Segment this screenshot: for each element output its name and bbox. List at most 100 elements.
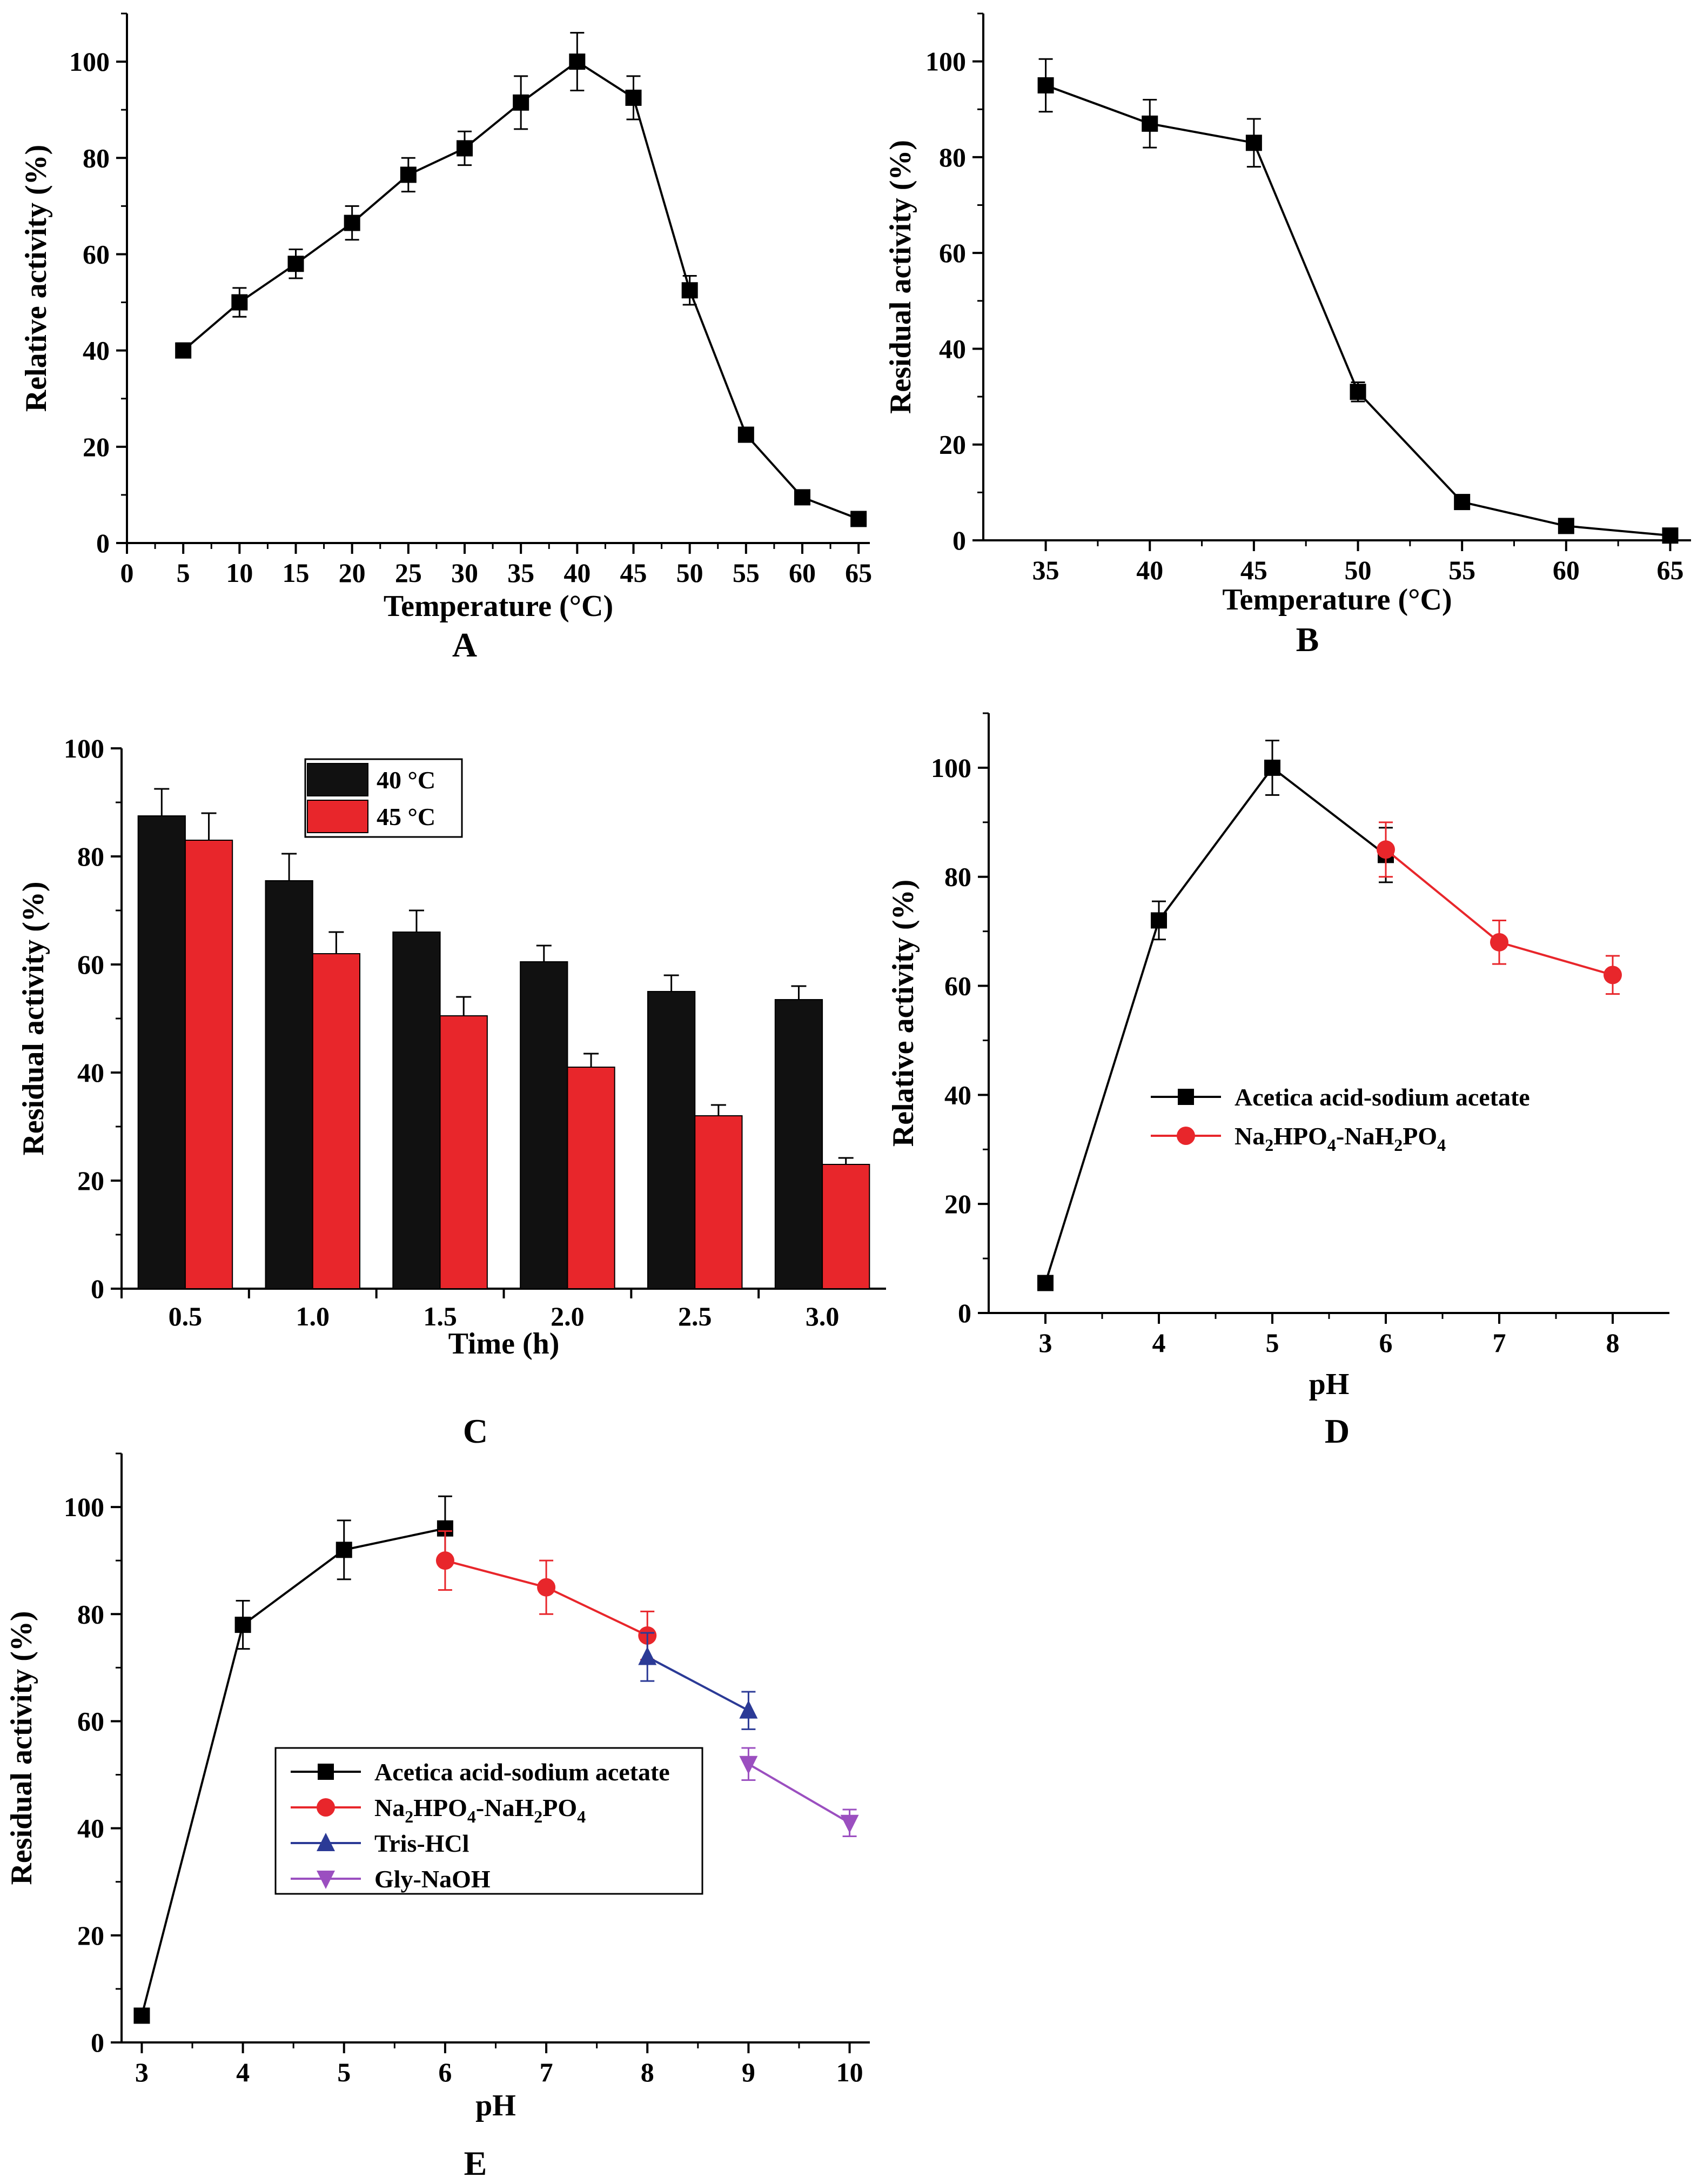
y-tick-label: 60 <box>939 238 966 268</box>
axes-D: 0 20 40 60 80 100 3 4 5 6 7 8 pH Relative activity (%… <box>887 712 1669 1401</box>
x-tick-label: 2.5 <box>678 1301 712 1331</box>
y-tick-label: 100 <box>64 1492 104 1522</box>
bar <box>694 1115 743 1289</box>
x-tick-label: 15 <box>283 558 310 588</box>
legend-marker <box>1178 1089 1194 1105</box>
x-tick-label: 55 <box>733 558 760 588</box>
panel-E: E 0 20 40 60 80 100 3 4 5 6 7 8 9 10 pH Residual activi… <box>5 1452 870 2182</box>
bar <box>392 932 441 1289</box>
y-axis-title: Relative activity (%) <box>19 145 53 412</box>
data-point <box>336 1542 352 1558</box>
legend-label: Tris-HCl <box>374 1830 469 1857</box>
data-point <box>794 489 810 506</box>
data-point <box>1151 912 1167 929</box>
series-line <box>647 1656 749 1712</box>
panel-label-D: D <box>1325 1412 1350 1450</box>
y-tick-label: 60 <box>83 239 110 269</box>
y-tick-label: 0 <box>958 1298 971 1328</box>
x-axis-title: pH <box>1309 1368 1350 1401</box>
panel-label-A: A <box>452 626 477 664</box>
plot-area-C <box>137 788 870 1289</box>
x-tick-label: 40 <box>563 558 591 588</box>
y-tick-label: 60 <box>77 1706 104 1736</box>
y-tick-label: 40 <box>77 1057 104 1088</box>
y-tick-label: 20 <box>77 1165 104 1196</box>
data-point <box>435 1551 454 1570</box>
legend-marker <box>317 1871 335 1889</box>
bar <box>647 991 696 1289</box>
data-point <box>1350 384 1366 400</box>
data-point <box>1490 933 1508 952</box>
x-axis-title: Time (h) <box>448 1327 560 1361</box>
x-tick-label: 0 <box>120 558 134 588</box>
x-axis-title: Temperature (°C) <box>384 589 613 623</box>
legend-marker <box>318 1764 334 1780</box>
plot-area-A <box>175 32 867 527</box>
y-tick-label: 80 <box>939 142 966 172</box>
y-tick-label: 0 <box>91 2027 104 2058</box>
series-line <box>1045 84 1671 537</box>
x-tick-label: 2.0 <box>551 1301 585 1331</box>
legend-swatch <box>307 800 368 833</box>
x-tick-label: 45 <box>620 558 647 588</box>
x-tick-label: 40 <box>1136 555 1163 585</box>
x-tick-label: 1.5 <box>423 1301 457 1331</box>
legend-D: Acetica acid-sodium acetate Na2​HPO4​-NaH… <box>1151 1083 1530 1155</box>
y-tick-label: 80 <box>77 1599 104 1629</box>
data-point <box>569 53 586 70</box>
x-tick-label: 65 <box>1656 555 1683 585</box>
y-tick-label: 20 <box>83 432 110 462</box>
x-axis-title: Temperature (°C) <box>1222 583 1452 617</box>
y-tick-label: 20 <box>77 1920 104 1951</box>
data-point <box>231 294 248 311</box>
x-tick-label: 55 <box>1448 555 1475 585</box>
x-tick-label: 25 <box>395 558 422 588</box>
data-point <box>1377 840 1395 859</box>
data-point <box>850 511 867 527</box>
y-tick-label: 60 <box>944 971 971 1001</box>
data-point <box>1454 494 1471 511</box>
y-tick-label: 100 <box>69 46 110 77</box>
x-tick-label: 10 <box>836 2057 863 2087</box>
x-tick-label: 0.5 <box>169 1301 203 1331</box>
data-point <box>1037 77 1054 93</box>
legend-box <box>274 1747 703 1895</box>
x-tick-label: 1.0 <box>296 1301 330 1331</box>
data-point <box>175 342 192 359</box>
bar <box>774 999 823 1289</box>
x-tick-label: 9 <box>742 2057 755 2087</box>
y-tick-label: 80 <box>944 862 971 892</box>
x-tick-label: 65 <box>845 558 872 588</box>
y-tick-label: 0 <box>96 528 110 558</box>
x-tick-label: 45 <box>1240 555 1267 585</box>
axes-B: 0 20 40 60 80 100 35 40 45 50 55 60 65 Temperature (°… <box>884 12 1691 617</box>
data-point <box>1264 759 1280 776</box>
x-tick-label: 6 <box>438 2057 452 2087</box>
data-point <box>739 1700 758 1719</box>
y-axis-title: Residual activity (%) <box>884 140 917 414</box>
series-line <box>748 1763 850 1824</box>
data-point <box>1604 966 1622 984</box>
data-point <box>737 426 754 443</box>
plot-area-B <box>1037 58 1679 544</box>
panel-D: D 0 20 40 60 80 100 3 4 5 6 7 8 pH Relative activity … <box>887 712 1669 1450</box>
x-tick-label: 3 <box>135 2057 149 2087</box>
data-point <box>287 256 304 272</box>
bar <box>567 1067 615 1289</box>
data-point <box>537 1578 556 1597</box>
panel-label-C: C <box>463 1412 488 1450</box>
data-point <box>400 166 417 183</box>
legend-swatch <box>307 763 368 796</box>
y-tick-label: 100 <box>931 753 971 783</box>
data-point <box>1662 527 1679 544</box>
data-point <box>1142 115 1158 132</box>
x-tick-label: 5 <box>337 2057 351 2087</box>
y-axis-title: Residual activity (%) <box>5 1611 38 1885</box>
series-line <box>1044 766 1387 1284</box>
panel-C: C 0 20 40 60 80 100 0.5 1.0 1.5 2.0 2.5 3.0 Time (h)… <box>17 733 886 1450</box>
x-tick-label: 3 <box>1039 1328 1052 1358</box>
panel-B: B 0 20 40 60 80 100 35 40 45 50 55 60 65 Temperature … <box>884 12 1691 659</box>
y-axis-title: Relative activity (%) <box>887 880 920 1147</box>
plot-area-E <box>133 1495 859 2024</box>
